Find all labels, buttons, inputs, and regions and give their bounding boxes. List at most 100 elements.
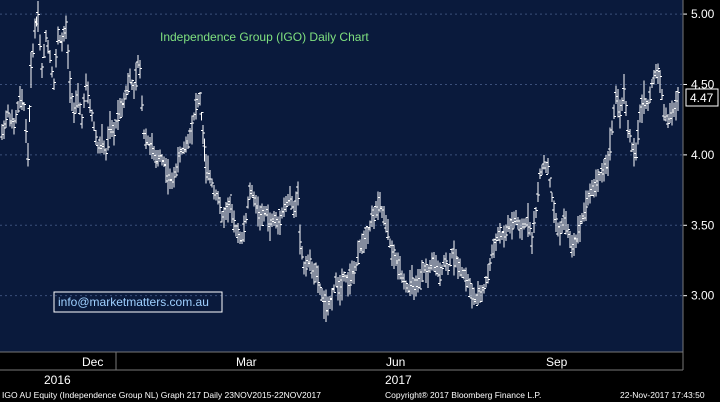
- price-bar: [236, 222, 240, 243]
- price-bar: [392, 244, 396, 269]
- price-bar: [296, 181, 300, 206]
- price-bar: [86, 81, 90, 104]
- price-bar: [510, 211, 514, 240]
- year-label-2017: 2017: [385, 373, 412, 387]
- price-bar: [332, 284, 336, 294]
- price-bar: [304, 256, 308, 277]
- price-bar: [404, 280, 408, 293]
- price-bar: [54, 49, 58, 68]
- month-label-jun: Jun: [386, 355, 405, 369]
- price-bar: [210, 178, 214, 188]
- price-bar: [82, 93, 86, 108]
- price-bar: [16, 100, 20, 114]
- price-bar: [174, 163, 178, 178]
- price-bar: [316, 265, 320, 293]
- price-bar: [78, 102, 82, 115]
- price-bar: [36, 0, 40, 33]
- footer-right: 22-Nov-2017 17:43:50: [620, 390, 705, 400]
- price-bar: [446, 263, 450, 276]
- last-price-box: [685, 88, 719, 107]
- chart-title: Independence Group (IGO) Daily Chart: [160, 30, 369, 44]
- price-bar: [488, 258, 492, 271]
- y-tick-label-2: 4.00: [691, 148, 715, 162]
- price-bar: [228, 194, 232, 214]
- x-axis: Dec Mar Jun Sep 2016 2017: [0, 0, 684, 387]
- price-bar: [14, 110, 18, 124]
- price-bar: [660, 89, 664, 100]
- price-bar: [308, 249, 312, 271]
- price-bar: [410, 265, 414, 295]
- price-bar: [372, 207, 376, 229]
- price-bar: [342, 271, 346, 282]
- price-bar: [532, 211, 536, 233]
- price-bar: [116, 100, 120, 130]
- price-bar: [199, 111, 204, 121]
- price-bar: [610, 120, 614, 135]
- price-bar: [538, 168, 542, 180]
- price-bar: [356, 240, 360, 266]
- price-bar: [198, 91, 202, 106]
- footer-left: IGO AU Equity (Independence Group NL) Gr…: [2, 390, 321, 400]
- price-bar: [318, 283, 322, 296]
- price-bar: [550, 191, 554, 203]
- price-bar: [628, 128, 632, 143]
- price-bar: [242, 215, 246, 242]
- price-bar: [90, 109, 94, 122]
- price-bar: [278, 208, 282, 236]
- price-bar: [448, 253, 452, 267]
- price-bar: [244, 213, 248, 224]
- price-bar: [634, 142, 638, 161]
- price-bars: [0, 0, 680, 322]
- price-bar: [482, 283, 486, 294]
- month-label-dec: Dec: [82, 355, 103, 369]
- y-tick-label-1: 4.50: [691, 77, 715, 91]
- month-label-sep: Sep: [546, 355, 568, 369]
- price-bar: [420, 260, 424, 282]
- price-bar: [22, 102, 26, 111]
- price-bar: [554, 213, 558, 233]
- price-bar: [284, 195, 288, 212]
- price-bar: [130, 79, 134, 90]
- price-bar: [31, 43, 35, 58]
- price-bar: [352, 260, 356, 284]
- y-axis: 5.00 4.50 4.00 3.50 3.00: [683, 7, 715, 303]
- price-bar: [56, 26, 60, 45]
- price-bar: [40, 62, 44, 78]
- price-bar: [656, 63, 660, 85]
- price-bar: [66, 44, 70, 70]
- price-bar: [608, 127, 612, 161]
- price-bar: [534, 207, 538, 219]
- year-label-2016: 2016: [44, 373, 71, 387]
- price-bar: [658, 70, 662, 93]
- price-bar: [104, 148, 108, 161]
- price-bar: [260, 203, 264, 227]
- month-label-mar: Mar: [236, 355, 257, 369]
- price-bar: [124, 85, 128, 100]
- price-bar: [140, 95, 144, 111]
- price-bar: [438, 262, 442, 286]
- last-price-label: 4.47: [690, 91, 714, 105]
- price-bar: [624, 101, 628, 117]
- price-bar: [27, 104, 32, 122]
- y-tick-label-4: 3.00: [691, 289, 715, 303]
- price-bar: [498, 222, 502, 244]
- price-bar: [106, 126, 110, 151]
- price-bar: [622, 73, 626, 105]
- price-bar: [134, 62, 138, 91]
- price-bar: [386, 218, 390, 241]
- price-bar: [186, 133, 190, 149]
- price-bar: [612, 104, 616, 120]
- price-bar: [444, 252, 448, 271]
- price-bar: [566, 223, 570, 239]
- footer-center: Copyright® 2017 Bloomberg Finance L.P.: [385, 390, 541, 400]
- price-bar: [468, 277, 472, 298]
- price-bar: [618, 99, 622, 129]
- price-bar: [94, 130, 98, 146]
- price-bar: [50, 66, 54, 78]
- price-bar: [548, 177, 552, 188]
- price-bar: [44, 29, 48, 42]
- price-bar: [48, 50, 52, 63]
- price-bar: [558, 221, 562, 246]
- price-bar: [202, 138, 207, 162]
- y-tick-label-3: 3.50: [691, 218, 715, 232]
